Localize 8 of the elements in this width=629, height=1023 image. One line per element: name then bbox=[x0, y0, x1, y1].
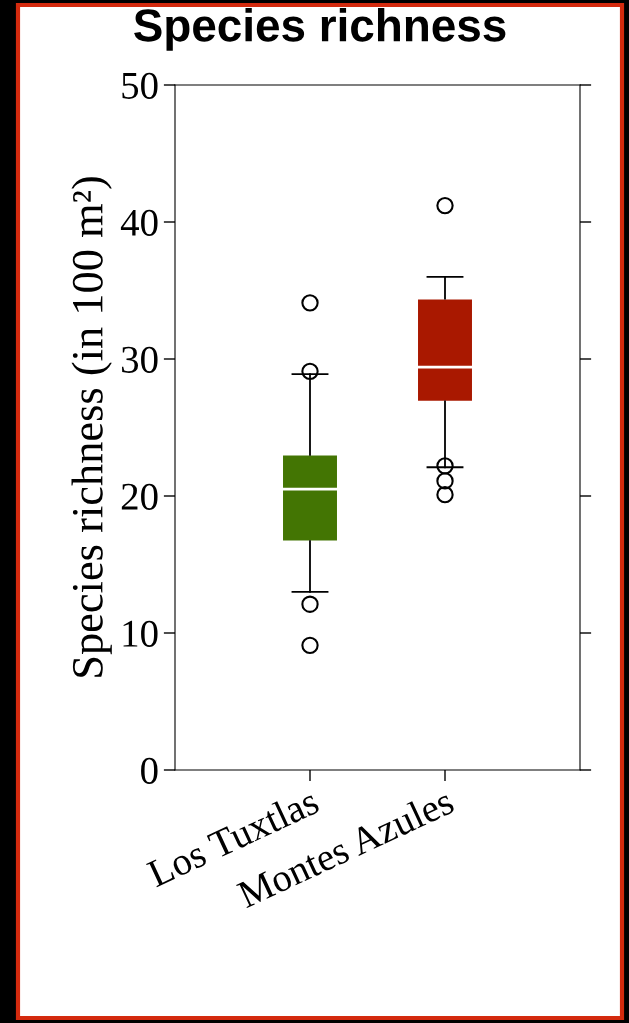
y-tick-label: 30 bbox=[122, 346, 158, 373]
y-tick-label: 50 bbox=[122, 72, 158, 99]
y-tick-label: 10 bbox=[123, 620, 158, 647]
y-axis-title: Species richness (in 100 m²) bbox=[71, 177, 112, 677]
y-tick-label: 20 bbox=[121, 483, 158, 510]
y-tick-label: 40 bbox=[120, 209, 158, 236]
y-tick-label: 0 bbox=[141, 757, 158, 784]
chart-title: Species richness bbox=[134, 8, 506, 51]
